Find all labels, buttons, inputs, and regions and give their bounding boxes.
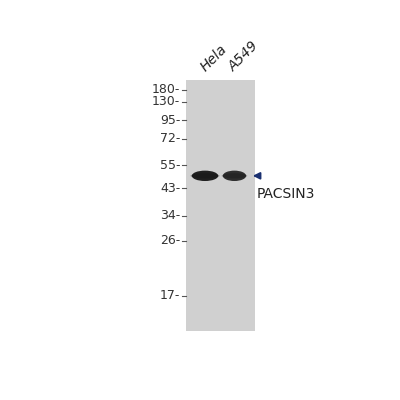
Text: 43-: 43-: [160, 182, 180, 195]
Ellipse shape: [222, 173, 247, 178]
Bar: [186, 80, 255, 331]
Text: 26-: 26-: [160, 234, 180, 247]
Text: 130-: 130-: [152, 96, 180, 108]
Text: 55-: 55-: [160, 158, 180, 172]
Text: 17-: 17-: [160, 290, 180, 302]
Text: 180-: 180-: [152, 83, 180, 96]
Ellipse shape: [192, 171, 218, 181]
Text: 95-: 95-: [160, 114, 180, 127]
Text: Hela: Hela: [198, 42, 230, 74]
Ellipse shape: [190, 173, 220, 178]
Text: 34-: 34-: [160, 209, 180, 222]
Text: 72-: 72-: [160, 132, 180, 145]
Text: A549: A549: [226, 39, 262, 74]
Text: PACSIN3: PACSIN3: [256, 186, 314, 201]
Ellipse shape: [223, 171, 246, 181]
